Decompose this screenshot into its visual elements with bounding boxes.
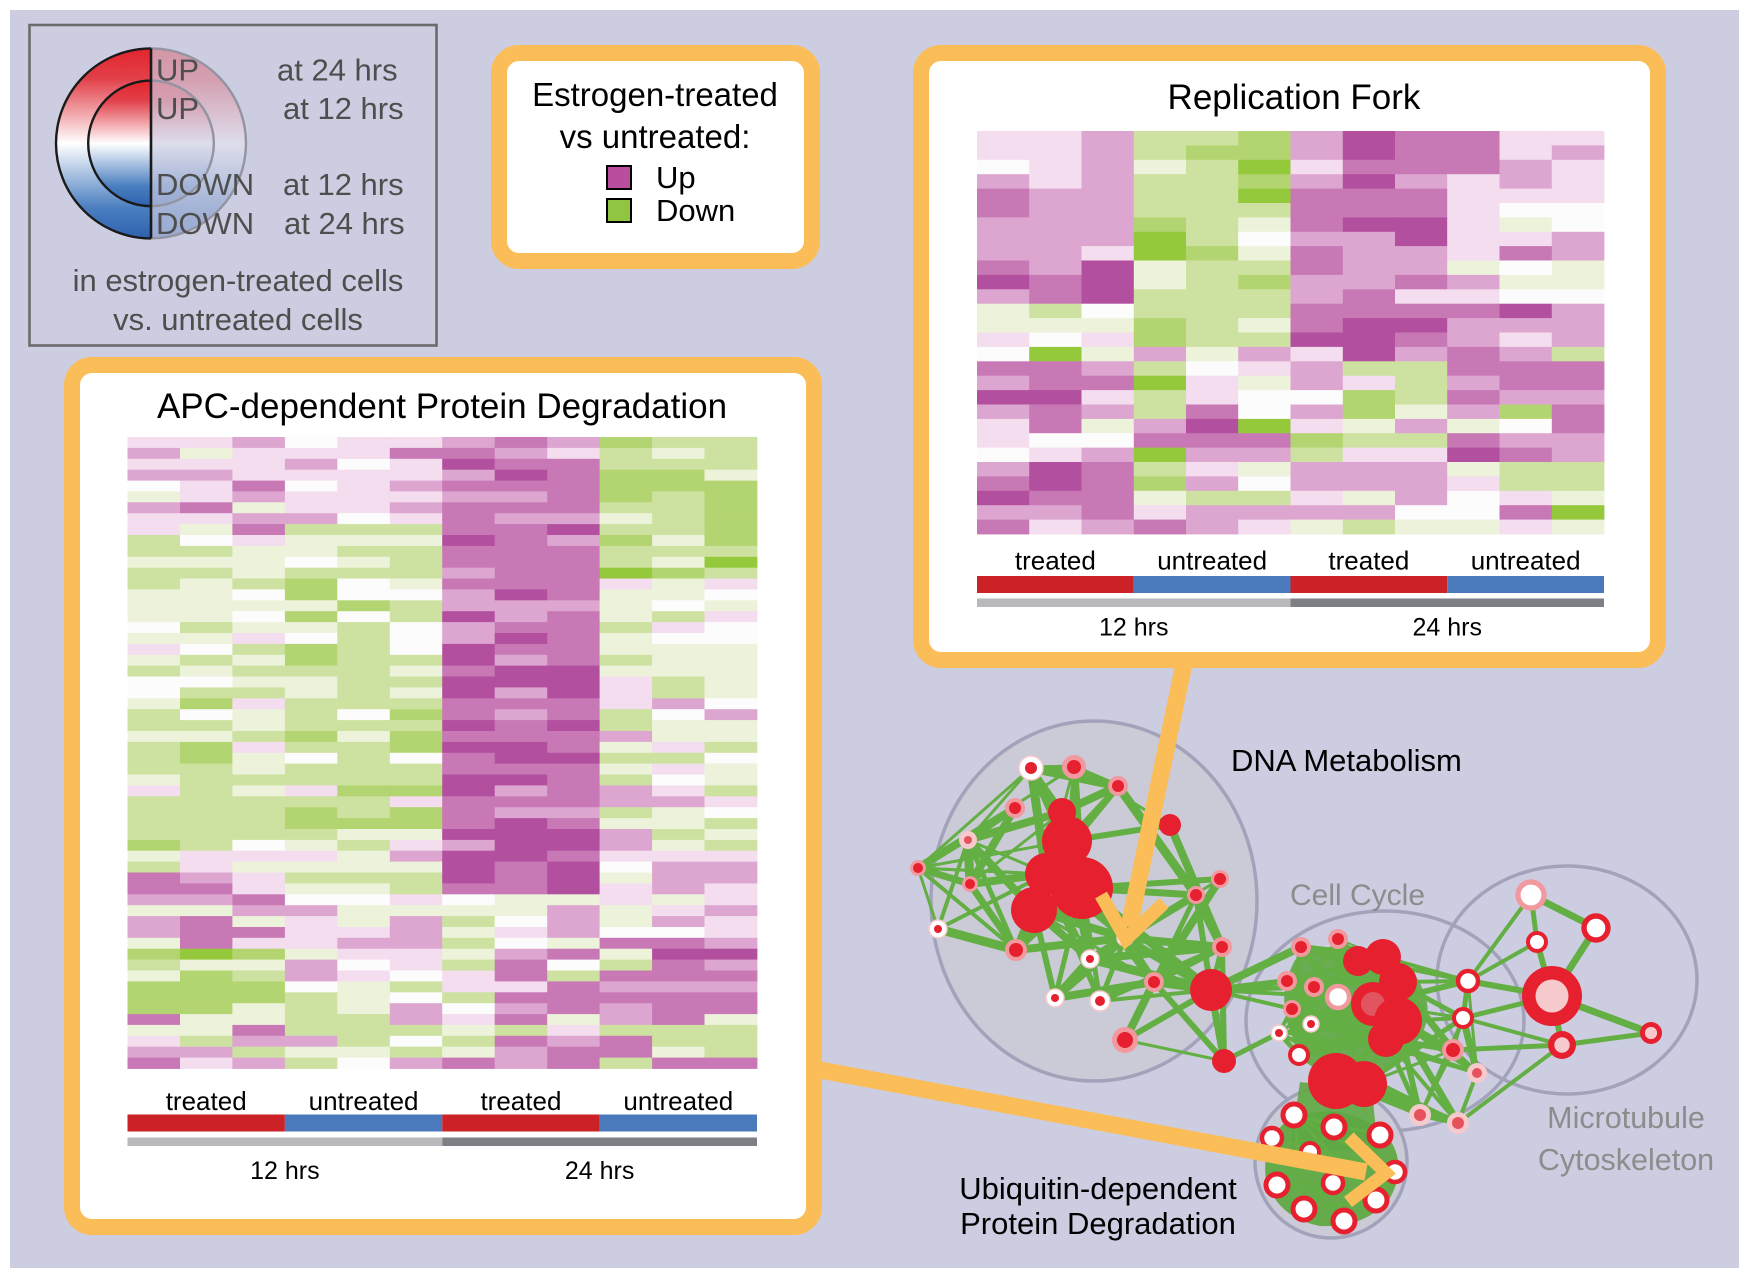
svg-text:UP: UP [156, 53, 199, 88]
svg-text:at 12 hrs: at 12 hrs [283, 91, 404, 126]
svg-text:DOWN: DOWN [156, 167, 254, 202]
svg-text:untreated: untreated [309, 1086, 419, 1116]
svg-text:treated: treated [1328, 546, 1409, 576]
svg-text:Up: Up [656, 160, 696, 195]
svg-text:in estrogen-treated cells: in estrogen-treated cells [73, 263, 404, 298]
svg-text:untreated: untreated [1471, 546, 1581, 576]
svg-text:treated: treated [1015, 546, 1096, 576]
svg-text:24 hrs: 24 hrs [1413, 614, 1482, 642]
svg-text:DOWN: DOWN [156, 206, 254, 241]
svg-text:Cell Cycle: Cell Cycle [1290, 879, 1425, 912]
svg-text:untreated: untreated [1157, 546, 1267, 576]
svg-text:at 12 hrs: at 12 hrs [283, 167, 404, 202]
svg-text:24 hrs: 24 hrs [565, 1157, 634, 1185]
svg-text:Cytoskeleton: Cytoskeleton [1538, 1143, 1714, 1177]
svg-text:12 hrs: 12 hrs [1099, 614, 1168, 642]
svg-text:Microtubule: Microtubule [1547, 1101, 1705, 1135]
svg-text:treated: treated [166, 1086, 247, 1116]
svg-text:vs. untreated cells: vs. untreated cells [113, 302, 363, 337]
svg-text:Ubiquitin-dependent: Ubiquitin-dependent [959, 1171, 1237, 1206]
svg-text:Replication Fork: Replication Fork [1168, 78, 1421, 117]
svg-text:Protein Degradation: Protein Degradation [960, 1206, 1236, 1241]
svg-text:at 24 hrs: at 24 hrs [277, 53, 398, 88]
svg-text:Estrogen-treated: Estrogen-treated [532, 76, 778, 113]
svg-text:12 hrs: 12 hrs [250, 1157, 319, 1185]
svg-text:DNA Metabolism: DNA Metabolism [1231, 743, 1462, 778]
svg-text:Down: Down [656, 193, 735, 228]
svg-text:untreated: untreated [623, 1086, 733, 1116]
svg-text:APC-dependent Protein Degradat: APC-dependent Protein Degradation [157, 387, 727, 426]
svg-text:treated: treated [480, 1086, 561, 1116]
svg-text:vs untreated:: vs untreated: [560, 118, 751, 155]
svg-text:at 24 hrs: at 24 hrs [284, 206, 405, 241]
svg-text:UP: UP [156, 91, 199, 126]
